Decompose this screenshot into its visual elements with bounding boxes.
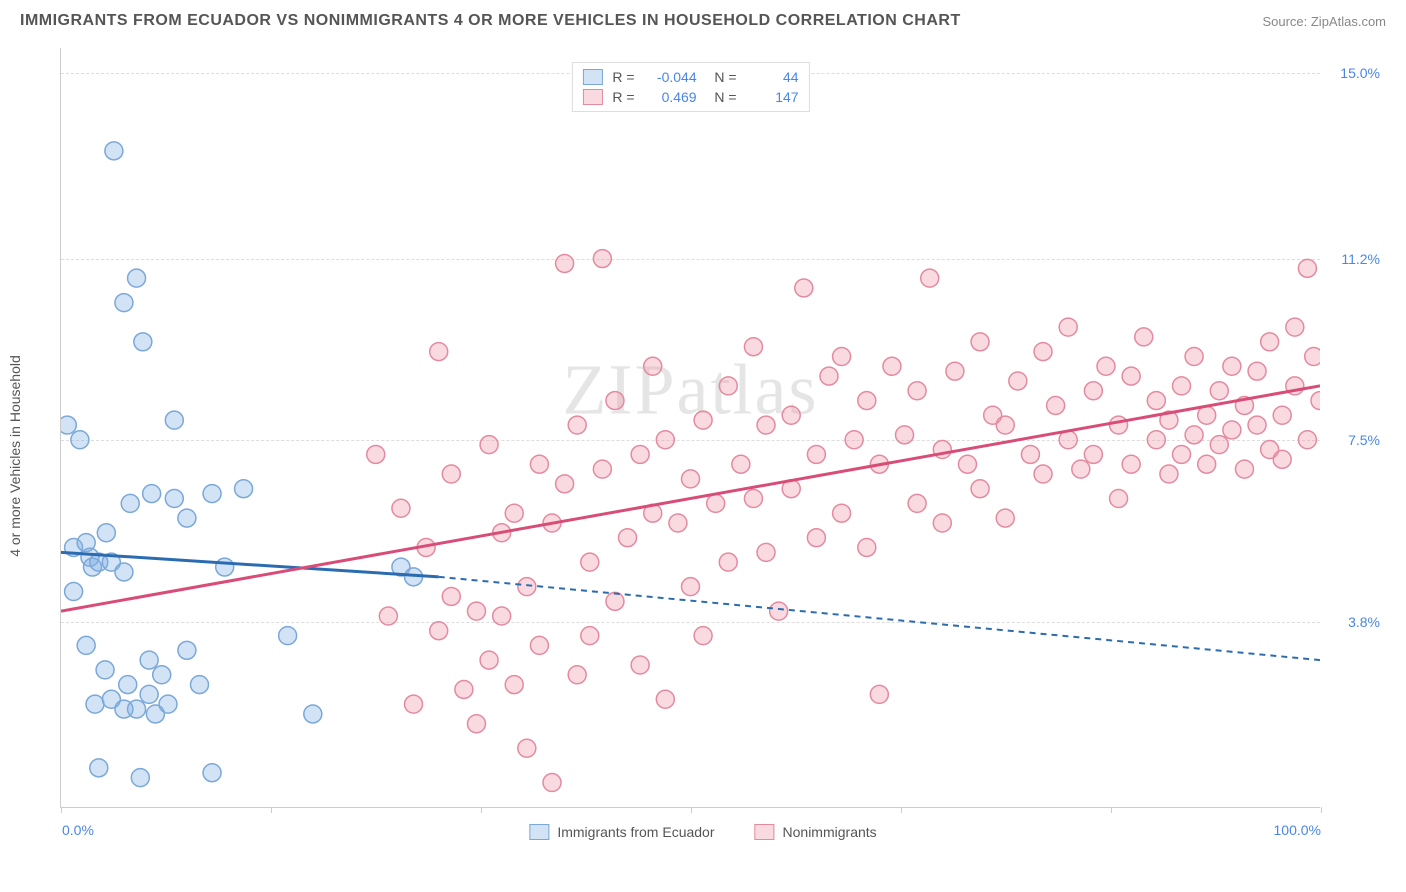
y-tick-label: 15.0% xyxy=(1325,65,1380,81)
r-label: R = xyxy=(612,69,634,85)
swatch-series2-bottom xyxy=(755,824,775,840)
x-tick xyxy=(691,807,692,813)
x-tick xyxy=(1321,807,1322,813)
y-axis-label: 4 or more Vehicles in Household xyxy=(7,355,23,557)
r-value-series2: 0.469 xyxy=(645,89,697,105)
x-axis-max-label: 100.0% xyxy=(1274,822,1321,838)
chart-title: IMMIGRANTS FROM ECUADOR VS NONIMMIGRANTS… xyxy=(20,12,961,30)
n-value-series1: 44 xyxy=(747,69,799,85)
n-value-series2: 147 xyxy=(747,89,799,105)
legend-label-series2: Nonimmigrants xyxy=(783,824,877,840)
legend-item-series1: Immigrants from Ecuador xyxy=(529,824,714,840)
stats-row-series2: R = 0.469 N = 147 xyxy=(582,87,798,107)
y-tick-label: 11.2% xyxy=(1325,251,1380,267)
series-legend: Immigrants from Ecuador Nonimmigrants xyxy=(529,824,876,840)
plot-area: ZIPatlas R = -0.044 N = 44 R = 0.469 N =… xyxy=(60,48,1320,808)
swatch-series1 xyxy=(582,69,602,85)
y-tick-label: 7.5% xyxy=(1325,432,1380,448)
stats-row-series1: R = -0.044 N = 44 xyxy=(582,67,798,87)
r-label: R = xyxy=(612,89,634,105)
x-tick xyxy=(901,807,902,813)
x-tick xyxy=(481,807,482,813)
n-label: N = xyxy=(707,89,737,105)
x-axis-min-label: 0.0% xyxy=(62,822,94,838)
x-tick xyxy=(271,807,272,813)
legend-item-series2: Nonimmigrants xyxy=(755,824,877,840)
y-tick-label: 3.8% xyxy=(1325,614,1380,630)
r-value-series1: -0.044 xyxy=(645,69,697,85)
x-tick xyxy=(61,807,62,813)
x-tick xyxy=(1111,807,1112,813)
legend-label-series1: Immigrants from Ecuador xyxy=(557,824,714,840)
scatter-svg xyxy=(61,48,1320,807)
n-label: N = xyxy=(707,69,737,85)
stats-legend: R = -0.044 N = 44 R = 0.469 N = 147 xyxy=(571,62,809,112)
chart-container: 4 or more Vehicles in Household ZIPatlas… xyxy=(20,38,1386,858)
swatch-series1-bottom xyxy=(529,824,549,840)
swatch-series2 xyxy=(582,89,602,105)
source-attribution: Source: ZipAtlas.com xyxy=(1262,14,1386,29)
